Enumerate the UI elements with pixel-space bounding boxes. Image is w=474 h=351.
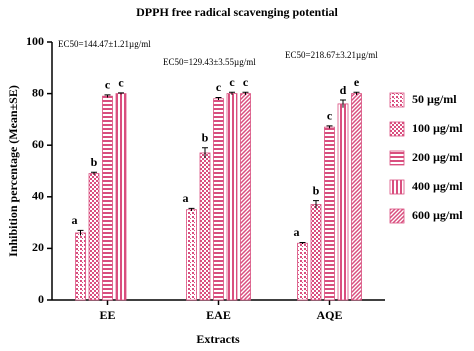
legend-label: 50 µg/ml [412, 92, 457, 106]
bar [310, 204, 322, 301]
chart-title: DPPH free radical scavenging potential [136, 5, 338, 19]
error-bar [299, 241, 306, 245]
error-bar [202, 147, 208, 159]
bar [324, 126, 335, 301]
error-bar [340, 99, 346, 108]
bar [337, 103, 349, 301]
error-bar [104, 94, 111, 98]
significance-letter: a [294, 225, 300, 239]
significance-letter: e [354, 75, 360, 89]
significance-letter: d [340, 83, 347, 97]
significance-letter: b [202, 131, 209, 145]
y-tick-label: 0 [38, 292, 44, 306]
bar [226, 93, 238, 301]
legend-swatch [389, 208, 405, 224]
error-bar [188, 207, 195, 211]
legend-swatch [389, 121, 405, 137]
bar [240, 93, 251, 301]
significance-letter: c [229, 75, 235, 89]
bar [351, 93, 362, 301]
y-tick-label: 60 [32, 137, 44, 151]
bar [213, 98, 224, 301]
legend-label: 200 µg/ml [412, 150, 463, 164]
x-tick-label: EE [99, 308, 115, 322]
x-tick-label: EAE [206, 308, 231, 322]
error-bar [91, 171, 97, 175]
legend-label: 100 µg/ml [412, 121, 463, 135]
significance-letter: a [72, 213, 78, 227]
significance-letter: c [216, 80, 222, 94]
significance-letter: c [105, 78, 111, 92]
legend-label: 400 µg/ml [412, 179, 463, 193]
bar [297, 242, 308, 301]
y-tick-label: 100 [26, 34, 44, 48]
annotation: EC50=129.43±3.55µg/ml [163, 57, 256, 67]
bar [75, 232, 86, 301]
y-tick-label: 20 [32, 240, 44, 254]
error-bar [229, 91, 235, 95]
x-tick-label: AQE [316, 308, 342, 322]
bar [186, 209, 197, 301]
error-bar [353, 91, 360, 95]
error-bar [326, 125, 333, 129]
significance-letter: a [183, 191, 189, 205]
bar [88, 173, 100, 301]
error-bar [242, 91, 249, 95]
legend-swatch [389, 92, 405, 108]
x-axis-label: Extracts [196, 332, 240, 346]
significance-letter: b [313, 183, 320, 197]
significance-letter: c [118, 76, 124, 90]
legend-label: 600 µg/ml [412, 208, 463, 222]
significance-letter: b [91, 155, 98, 169]
bar [115, 93, 127, 301]
bar [199, 152, 211, 301]
y-tick-label: 40 [32, 189, 44, 203]
y-tick-label: 80 [32, 85, 44, 99]
bar [102, 95, 113, 301]
error-bar [77, 229, 84, 236]
legend-swatch [389, 179, 405, 195]
significance-letter: c [243, 75, 249, 89]
error-bar [118, 92, 124, 95]
error-bar [313, 200, 319, 209]
significance-letter: c [327, 109, 333, 123]
y-axis-label: Inhibition percentage (Mean±SE) [6, 85, 20, 257]
error-bar [215, 96, 222, 101]
annotation: EC50=144.47±1.21µg/ml [58, 39, 151, 49]
legend-swatch [389, 150, 405, 166]
annotation: EC50=218.67±3.21µg/ml [285, 50, 378, 60]
